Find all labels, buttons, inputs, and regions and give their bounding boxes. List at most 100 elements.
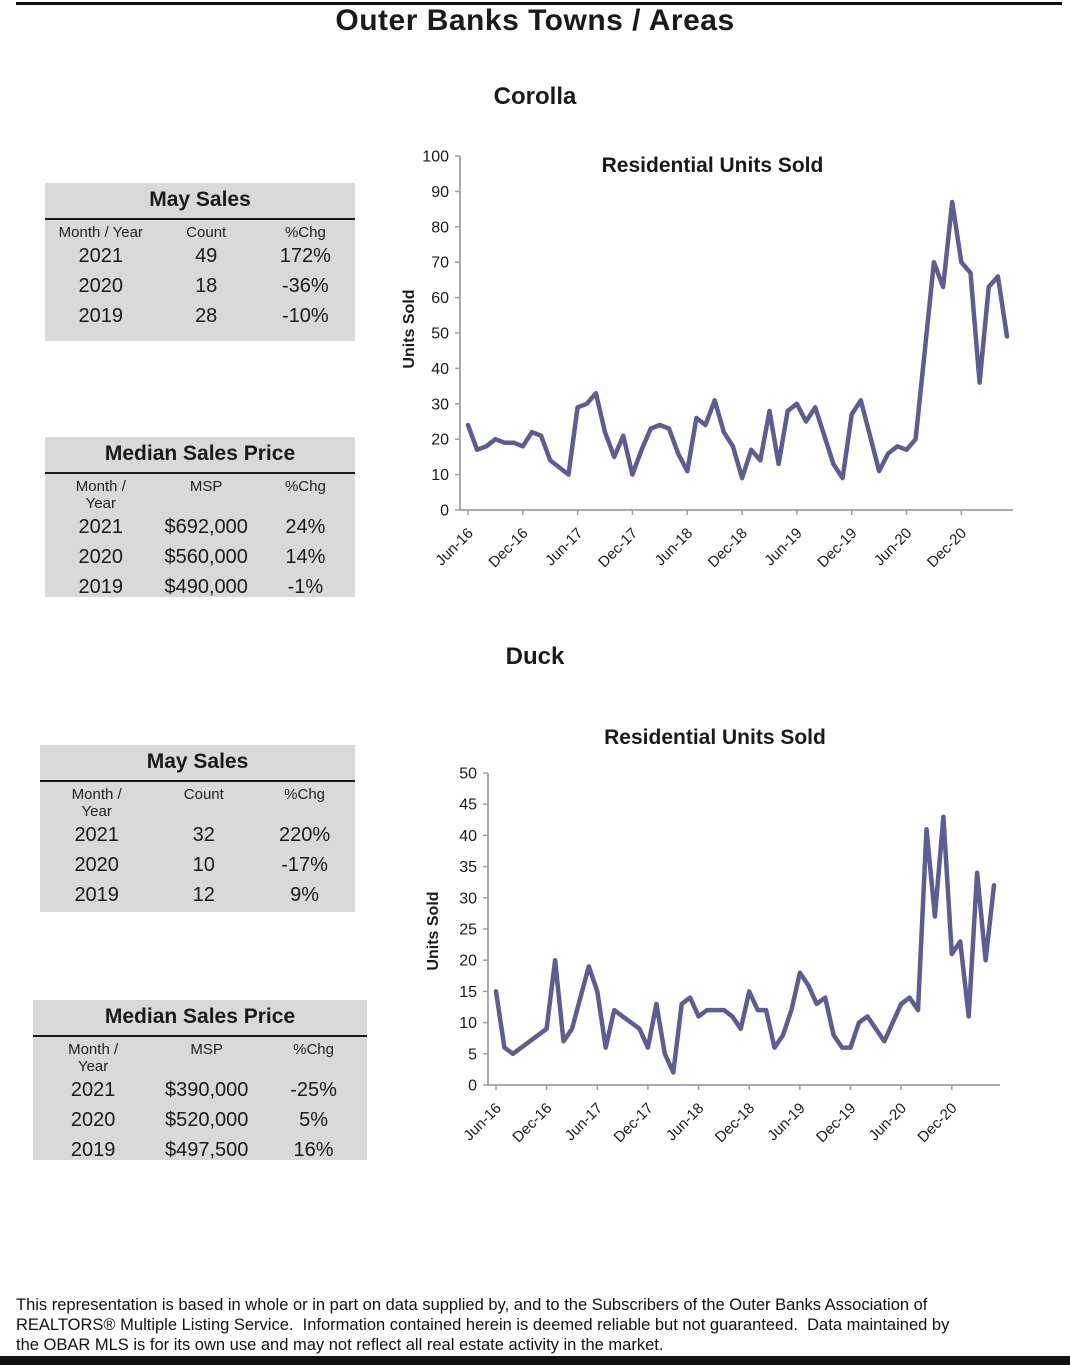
svg-text:100: 100 (422, 149, 449, 166)
table-cell: $497,500 (164, 1139, 249, 1161)
column-header: Month / Year (58, 224, 143, 241)
svg-text:Dec-19: Dec-19 (813, 1100, 859, 1146)
table-cell: 5% (299, 1109, 328, 1131)
svg-text:Jun-20: Jun-20 (866, 1100, 910, 1144)
svg-text:Dec-19: Dec-19 (814, 525, 860, 571)
table-cell: $560,000 (164, 546, 248, 568)
table-cell: $692,000 (164, 516, 248, 538)
table-cell: 2020 (70, 1109, 116, 1131)
table-cell: 220% (279, 824, 331, 846)
column-header: MSP (190, 1041, 223, 1058)
svg-text:0: 0 (440, 503, 449, 520)
column-header: Month / Year (75, 478, 126, 512)
svg-text:60: 60 (431, 290, 449, 307)
svg-text:Dec-18: Dec-18 (712, 1100, 758, 1146)
svg-text:45: 45 (459, 797, 477, 814)
table-cell: 28 (195, 305, 218, 327)
column-header: Month / Year (71, 786, 122, 820)
table-cell: 2019 (78, 305, 124, 327)
svg-text:Dec-18: Dec-18 (705, 525, 751, 571)
svg-text:Jun-20: Jun-20 (871, 525, 915, 569)
footer-line: This representation is based in whole or… (16, 1296, 928, 1314)
table-row: 2021 49 172% (45, 241, 355, 271)
table-row: 2021 32 220% (40, 820, 355, 850)
table-header-row: Month / Year MSP %Chg (33, 1037, 367, 1075)
table-cell: 2019 (70, 1139, 116, 1161)
table-cell: -10% (282, 305, 329, 327)
column-header: Count (186, 224, 227, 241)
table-cell: -25% (290, 1079, 337, 1101)
svg-text:Jun-19: Jun-19 (761, 525, 805, 569)
table-row: 2021 $692,000 24% (45, 512, 355, 542)
table-header-row: Month / Year Count %Chg (40, 782, 355, 820)
svg-text:Dec-17: Dec-17 (611, 1100, 657, 1146)
footer-disclaimer: This representation is based in whole or… (16, 1295, 1064, 1355)
table-title: Median Sales Price (33, 1000, 367, 1037)
svg-text:5: 5 (468, 1046, 477, 1063)
table-row: 2019 $490,000 -1% (45, 572, 355, 602)
table-cell: 10 (192, 854, 215, 876)
svg-text:Jun-16: Jun-16 (432, 525, 476, 569)
corolla-median-sales-price-table: Median Sales Price Month / Year MSP %Chg 202… (45, 437, 355, 598)
svg-text:20: 20 (431, 432, 449, 449)
svg-text:50: 50 (431, 326, 449, 343)
svg-text:80: 80 (431, 219, 449, 236)
table-header-row: Month / Year Count %Chg (45, 220, 355, 241)
chart-title: Residential Units Sold (604, 726, 826, 749)
svg-text:90: 90 (431, 184, 449, 201)
svg-text:Jun-17: Jun-17 (562, 1100, 606, 1144)
table-cell: 2021 (70, 1079, 116, 1101)
table-cell: 32 (192, 824, 215, 846)
table-cell: 16% (293, 1139, 334, 1161)
svg-text:Dec-16: Dec-16 (509, 1100, 555, 1146)
column-header: MSP (189, 478, 223, 495)
duck-median-sales-price-table: Median Sales Price Month / Year MSP %Chg 202… (33, 1000, 367, 1161)
table-cell: -1% (287, 576, 324, 598)
corolla-units-sold-chart: Residential Units Sold Units Sold 100 90 8… (390, 140, 1035, 595)
table-row: 2019 28 -10% (45, 301, 355, 331)
table-row: 2020 $520,000 5% (33, 1105, 367, 1135)
svg-text:Dec-17: Dec-17 (595, 525, 641, 571)
table-cell: 2019 (74, 884, 119, 906)
svg-text:Dec-20: Dec-20 (914, 1100, 960, 1146)
column-header: %Chg (293, 1041, 334, 1058)
bottom-rule (0, 1356, 1070, 1365)
table-cell: 2019 (78, 576, 124, 598)
column-header: %Chg (284, 224, 326, 241)
table-cell: 18 (195, 275, 218, 297)
svg-text:Jun-18: Jun-18 (663, 1100, 707, 1144)
table-cell: -36% (282, 275, 329, 297)
table-title: Median Sales Price (45, 437, 355, 474)
svg-text:70: 70 (431, 255, 449, 272)
table-row: 2019 $497,500 16% (33, 1135, 367, 1165)
table-cell: 49 (195, 245, 218, 267)
table-cell: 2021 (78, 516, 124, 538)
svg-text:50: 50 (459, 766, 477, 783)
corolla-may-sales-table: May Sales Month / Year Count %Chg 2021 49 172%… (45, 183, 355, 341)
table-row: 2019 12 9% (40, 880, 355, 910)
svg-text:10: 10 (431, 467, 449, 484)
table-cell: 2020 (74, 854, 119, 876)
svg-text:Jun-16: Jun-16 (460, 1100, 504, 1144)
table-header-row: Month / Year MSP %Chg (45, 474, 355, 512)
svg-text:10: 10 (459, 1015, 477, 1032)
svg-text:40: 40 (431, 361, 449, 378)
duck-units-sold-chart: Residential Units Sold Units Sold 50 45 40… (400, 700, 1030, 1170)
svg-text:20: 20 (459, 953, 477, 970)
section-heading-corolla: Corolla (493, 83, 577, 110)
footer-line: REALTORS® Multiple Listing Service. Info… (16, 1316, 950, 1334)
svg-text:0: 0 (468, 1078, 477, 1095)
table-cell: 9% (290, 884, 320, 906)
svg-text:Jun-17: Jun-17 (542, 525, 586, 569)
table-row: 2020 18 -36% (45, 271, 355, 301)
table-cell: 24% (285, 516, 326, 538)
table-cell: $390,000 (164, 1079, 249, 1101)
svg-text:30: 30 (431, 396, 449, 413)
table-cell: 12 (192, 884, 215, 906)
table-title: May Sales (45, 183, 355, 220)
chart-title: Residential Units Sold (601, 154, 824, 177)
table-cell: $490,000 (164, 576, 248, 598)
